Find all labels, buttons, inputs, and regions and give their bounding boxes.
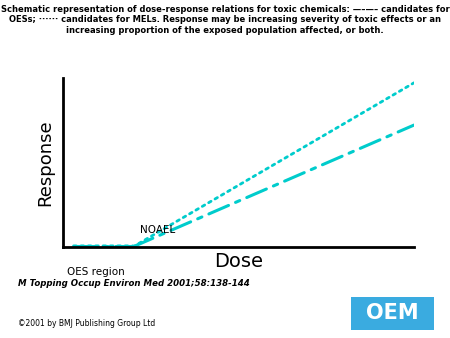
Text: OES region: OES region bbox=[67, 267, 124, 277]
Text: OEM: OEM bbox=[366, 304, 419, 323]
Text: ©2001 by BMJ Publishing Group Ltd: ©2001 by BMJ Publishing Group Ltd bbox=[18, 319, 155, 328]
Text: Schematic representation of dose-response relations for toxic chemicals: —–—– ca: Schematic representation of dose-respons… bbox=[0, 5, 450, 35]
Text: M Topping Occup Environ Med 2001;58:138-144: M Topping Occup Environ Med 2001;58:138-… bbox=[18, 279, 250, 288]
Y-axis label: Response: Response bbox=[36, 119, 54, 206]
Text: NOAEL: NOAEL bbox=[140, 225, 176, 235]
X-axis label: Dose: Dose bbox=[214, 252, 263, 271]
